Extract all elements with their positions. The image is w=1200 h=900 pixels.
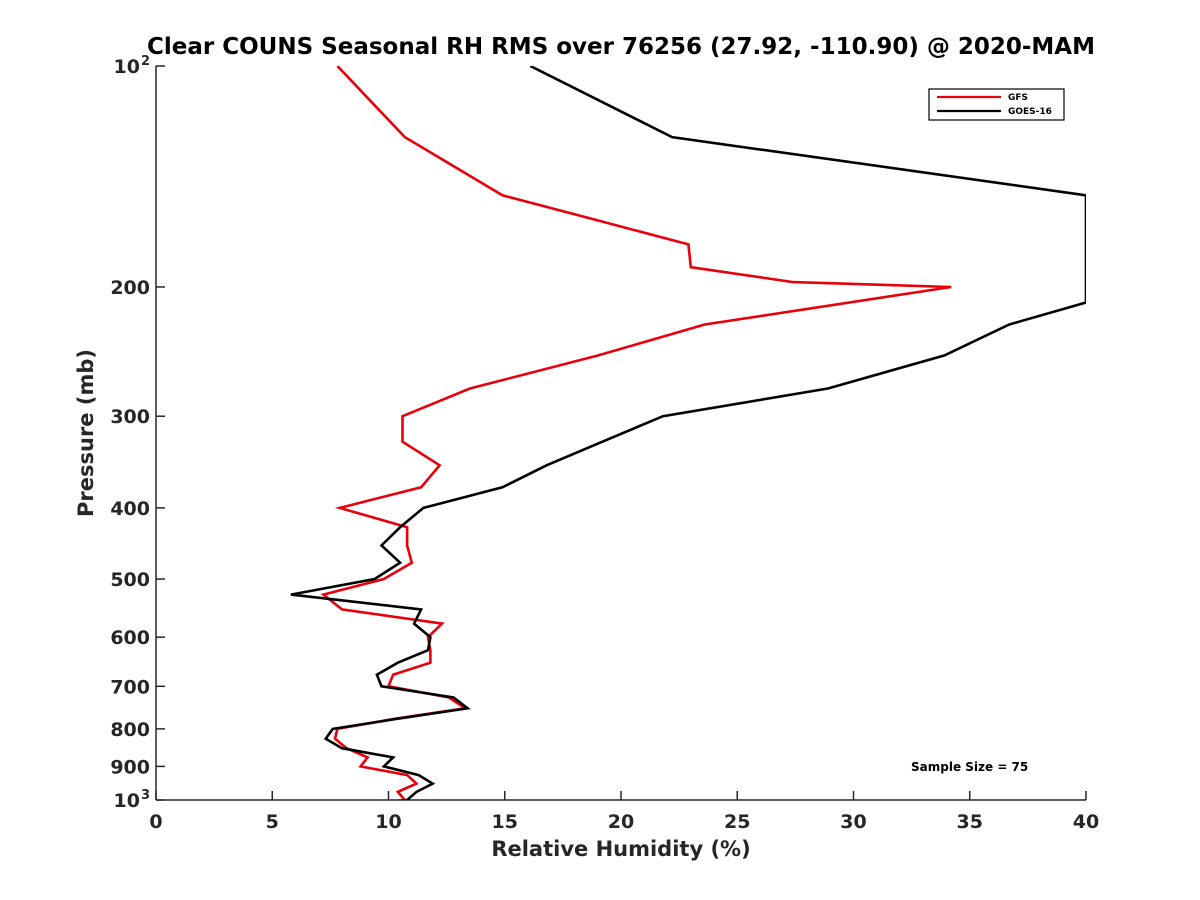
sample-size-annotation: Sample Size = 75 bbox=[911, 760, 1028, 774]
x-ticks: 0 5 10 15 20 25 30 35 40 bbox=[149, 791, 1099, 833]
y-tick-label: 10 bbox=[114, 56, 140, 78]
y-tick-label: 200 bbox=[110, 277, 150, 299]
x-axis-label: Relative Humidity (%) bbox=[491, 837, 750, 861]
x-tick-label: 10 bbox=[375, 811, 401, 833]
series-group bbox=[290, 66, 1086, 800]
legend-label-gfs: GFS bbox=[1008, 93, 1028, 103]
y-axis-label: Pressure (mb) bbox=[74, 349, 98, 517]
x-tick-label: 25 bbox=[724, 811, 750, 833]
y-tick-label: 700 bbox=[110, 676, 150, 698]
legend: GFS GOES-16 bbox=[928, 88, 1065, 121]
y-tick-label: 500 bbox=[110, 569, 150, 591]
y-tick-label: 10 bbox=[114, 790, 140, 812]
legend-label-goes16: GOES-16 bbox=[1008, 107, 1052, 117]
x-tick-label: 30 bbox=[840, 811, 866, 833]
y-tick-exponent: 2 bbox=[141, 54, 150, 69]
x-tick-label: 0 bbox=[149, 811, 162, 833]
x-tick-label: 40 bbox=[1073, 811, 1099, 833]
y-tick-label: 900 bbox=[110, 756, 150, 778]
x-tick-label: 35 bbox=[957, 811, 983, 833]
chart-title: Clear COUNS Seasonal RH RMS over 76256 (… bbox=[147, 34, 1095, 60]
series-line-goes16 bbox=[290, 66, 1086, 800]
y-tick-label: 600 bbox=[110, 627, 150, 649]
x-tick-label: 5 bbox=[266, 811, 279, 833]
y-tick-label: 300 bbox=[110, 406, 150, 428]
y-tick-label: 400 bbox=[110, 498, 150, 520]
y-tick-exponent: 3 bbox=[141, 788, 150, 803]
legend-box bbox=[928, 88, 1065, 121]
x-tick-label: 15 bbox=[492, 811, 518, 833]
y-tick-label: 800 bbox=[110, 719, 150, 741]
x-tick-label: 20 bbox=[608, 811, 634, 833]
series-line-gfs bbox=[320, 66, 952, 800]
